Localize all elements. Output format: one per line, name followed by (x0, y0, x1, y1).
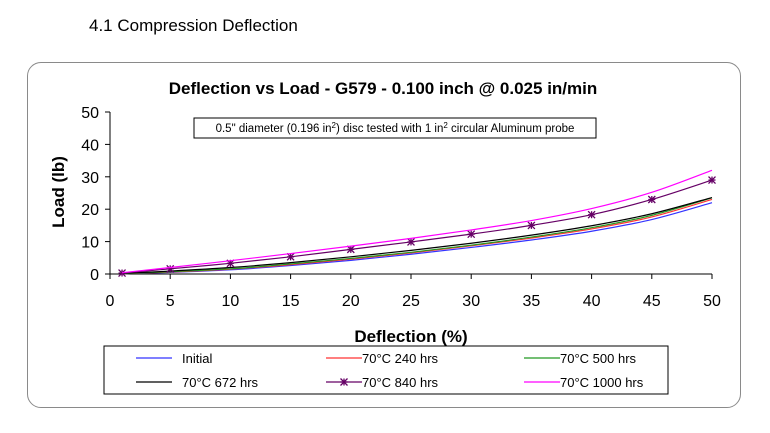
series-marker (346, 245, 355, 254)
y-tick-labels: 0 10 20 30 40 50 (81, 105, 99, 284)
legend-item: 70°C 840 hrs (326, 375, 439, 390)
x-tick-label: 50 (703, 293, 721, 310)
legend-label: Initial (182, 351, 212, 366)
annotation-text: 0.5" diameter (0.196 in2) disc tested wi… (216, 121, 575, 135)
series-line (121, 179, 713, 274)
data-series (118, 169, 716, 277)
y-tick-label: 10 (81, 235, 99, 252)
x-tick-label: 15 (282, 293, 300, 310)
series-5 (121, 169, 713, 274)
x-tick-label: 35 (523, 293, 541, 310)
y-tick-label: 20 (81, 202, 99, 219)
series-marker (286, 252, 295, 261)
series-4 (118, 176, 716, 277)
legend-item: 70°C 1000 hrs (524, 375, 644, 390)
legend: Initial 70°C 240 hrs 70°C 500 hrs 70°C 672 … (136, 351, 644, 390)
legend-item: Initial (136, 351, 212, 366)
chart-title: Deflection vs Load - G579 - 0.100 inch @… (169, 79, 598, 98)
annotation-box (193, 117, 597, 139)
x-tick-label: 30 (462, 293, 480, 310)
legend-item: 70°C 672 hrs (136, 375, 259, 390)
x-tick-label: 25 (402, 293, 420, 310)
series-marker (166, 264, 175, 273)
series-line (122, 196, 713, 274)
x-tick-labels: 0 5 10 15 20 25 30 35 40 45 50 (106, 293, 721, 310)
legend-label: 70°C 840 hrs (362, 375, 439, 390)
legend-label: 70°C 1000 hrs (560, 375, 644, 390)
legend-label: 70°C 240 hrs (362, 351, 439, 366)
y-tick-label: 0 (90, 267, 99, 284)
series-marker (647, 195, 656, 204)
y-tick-label: 50 (81, 105, 99, 122)
x-tick-label: 5 (166, 293, 175, 310)
x-tick-label: 10 (222, 293, 240, 310)
x-tick-label: 0 (106, 293, 115, 310)
x-tick-label: 45 (643, 293, 661, 310)
legend-item: 70°C 240 hrs (326, 351, 439, 366)
section-heading: 4.1 Compression Deflection (89, 16, 298, 35)
plot-axes (105, 111, 713, 279)
series-line (122, 197, 713, 275)
series-marker (587, 210, 596, 219)
legend-item: 70°C 500 hrs (524, 351, 637, 366)
series-marker (407, 237, 415, 246)
series-marker (708, 176, 716, 184)
x-tick-label: 40 (583, 293, 601, 310)
y-tick-label: 30 (81, 170, 99, 187)
legend-label: 70°C 672 hrs (182, 375, 259, 390)
y-tick-label: 40 (81, 137, 99, 154)
y-axis-label: Load (lb) (49, 156, 68, 228)
x-axis-label: Deflection (%) (354, 327, 467, 346)
series-2 (122, 197, 713, 275)
series-marker (467, 230, 476, 239)
series-marker (340, 378, 348, 386)
series-3 (122, 196, 713, 274)
legend-box (103, 345, 669, 395)
x-tick-label: 20 (342, 293, 360, 310)
series-marker (527, 221, 536, 230)
legend-label: 70°C 500 hrs (560, 351, 637, 366)
series-line (121, 169, 713, 274)
